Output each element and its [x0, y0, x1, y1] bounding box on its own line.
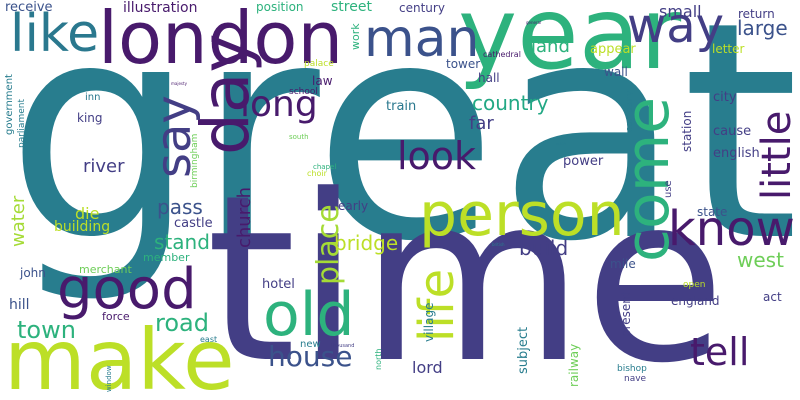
- word-open: open: [683, 280, 706, 290]
- word-bishop: bishop: [617, 364, 647, 374]
- word-school: school: [289, 87, 318, 97]
- word-new: new: [300, 339, 321, 350]
- word-bridge: bridge: [334, 231, 399, 255]
- word-john: john: [20, 266, 46, 280]
- word-die: die: [75, 204, 100, 223]
- word-state: state: [697, 205, 728, 219]
- word-church: church: [234, 186, 255, 248]
- word-know: know: [668, 201, 795, 257]
- word-building: building: [54, 219, 111, 235]
- word-far: far: [469, 113, 494, 134]
- word-century: century: [399, 1, 445, 15]
- word-small: small: [659, 2, 702, 21]
- word-hotel: hotel: [262, 277, 295, 292]
- word-chapel: chapel: [313, 163, 337, 171]
- word-build: build: [519, 236, 569, 260]
- word-subject: subject: [516, 326, 531, 374]
- word-water: water: [8, 195, 29, 247]
- word-power: power: [563, 154, 604, 169]
- word-cause: cause: [713, 124, 752, 139]
- word-law: law: [312, 74, 333, 88]
- word-palace: palace: [304, 59, 334, 69]
- word-illustration: illustration: [123, 0, 198, 16]
- word-south: south: [289, 133, 309, 141]
- word-london: london: [98, 0, 344, 80]
- word-year: year: [458, 0, 682, 92]
- word-river: river: [83, 156, 125, 177]
- word-life: life: [409, 268, 465, 342]
- word-thousand: thousand: [331, 343, 355, 349]
- word-town: town: [17, 316, 76, 344]
- word-appear: appear: [590, 42, 636, 57]
- word-choir: choir: [307, 169, 327, 178]
- word-cathedral: cathedral: [483, 50, 521, 59]
- word-merchant: merchant: [79, 263, 132, 276]
- word-member: member: [143, 251, 190, 264]
- word-hill: hill: [9, 297, 30, 313]
- word-little: little: [754, 110, 800, 200]
- word-large: large: [737, 16, 788, 40]
- word-england: england: [671, 294, 720, 308]
- word-tower: tower: [446, 57, 481, 71]
- word-north: north: [374, 348, 383, 370]
- word-hall: hall: [478, 71, 500, 85]
- word-land: land: [531, 36, 570, 57]
- word-pass: pass: [157, 195, 203, 219]
- word-way: way: [627, 0, 725, 54]
- word-great: great: [6, 0, 800, 307]
- word-station: station: [680, 110, 694, 152]
- word-inn: inn: [85, 92, 101, 103]
- word-force: force: [102, 310, 130, 323]
- word-nave: nave: [624, 374, 647, 384]
- word-stand: stand: [154, 230, 210, 254]
- word-british: british: [492, 242, 505, 247]
- word-present: present: [619, 291, 633, 337]
- word-use: use: [663, 180, 674, 198]
- word-train: train: [386, 99, 417, 114]
- word-house: house: [268, 340, 353, 373]
- word-street: street: [331, 0, 372, 15]
- word-king: king: [77, 111, 103, 125]
- word-early: early: [338, 199, 369, 213]
- word-man: man: [364, 9, 480, 69]
- word-mile: mile: [610, 257, 636, 271]
- word-old: old: [263, 280, 355, 350]
- word-village: village: [422, 302, 436, 342]
- word-east: east: [200, 335, 218, 344]
- word-act: act: [763, 290, 782, 304]
- word-lord: lord: [412, 358, 443, 377]
- word-like: like: [10, 4, 100, 64]
- word-make: make: [4, 311, 235, 400]
- word-work: work: [349, 23, 362, 50]
- word-majesty: majesty: [171, 81, 187, 86]
- word-castle: castle: [174, 216, 213, 231]
- word-road: road: [155, 309, 209, 337]
- word-receive: receive: [5, 0, 53, 15]
- word-railway: railway: [567, 343, 581, 387]
- word-return: return: [738, 7, 775, 21]
- word-birmingham: birmingham: [190, 133, 200, 188]
- word-west: west: [737, 248, 784, 272]
- word-letter: letter: [712, 42, 745, 56]
- word-general: general: [526, 20, 542, 25]
- word-army: army: [556, 141, 567, 146]
- word-person: person: [419, 180, 625, 250]
- word-time: time: [206, 147, 726, 400]
- word-wall: wall: [604, 65, 628, 79]
- word-window: window: [105, 365, 113, 392]
- word-parliament: parliament: [17, 99, 27, 148]
- word-government: government: [4, 74, 15, 135]
- word-tell: tell: [690, 330, 750, 374]
- word-good: good: [57, 257, 197, 322]
- word-company: company: [625, 90, 635, 132]
- word-position: position: [256, 0, 304, 14]
- word-city: city: [713, 90, 737, 105]
- word-country: country: [472, 91, 549, 115]
- word-english: english: [713, 146, 760, 161]
- word-look: look: [397, 134, 477, 178]
- word-long: long: [240, 84, 318, 125]
